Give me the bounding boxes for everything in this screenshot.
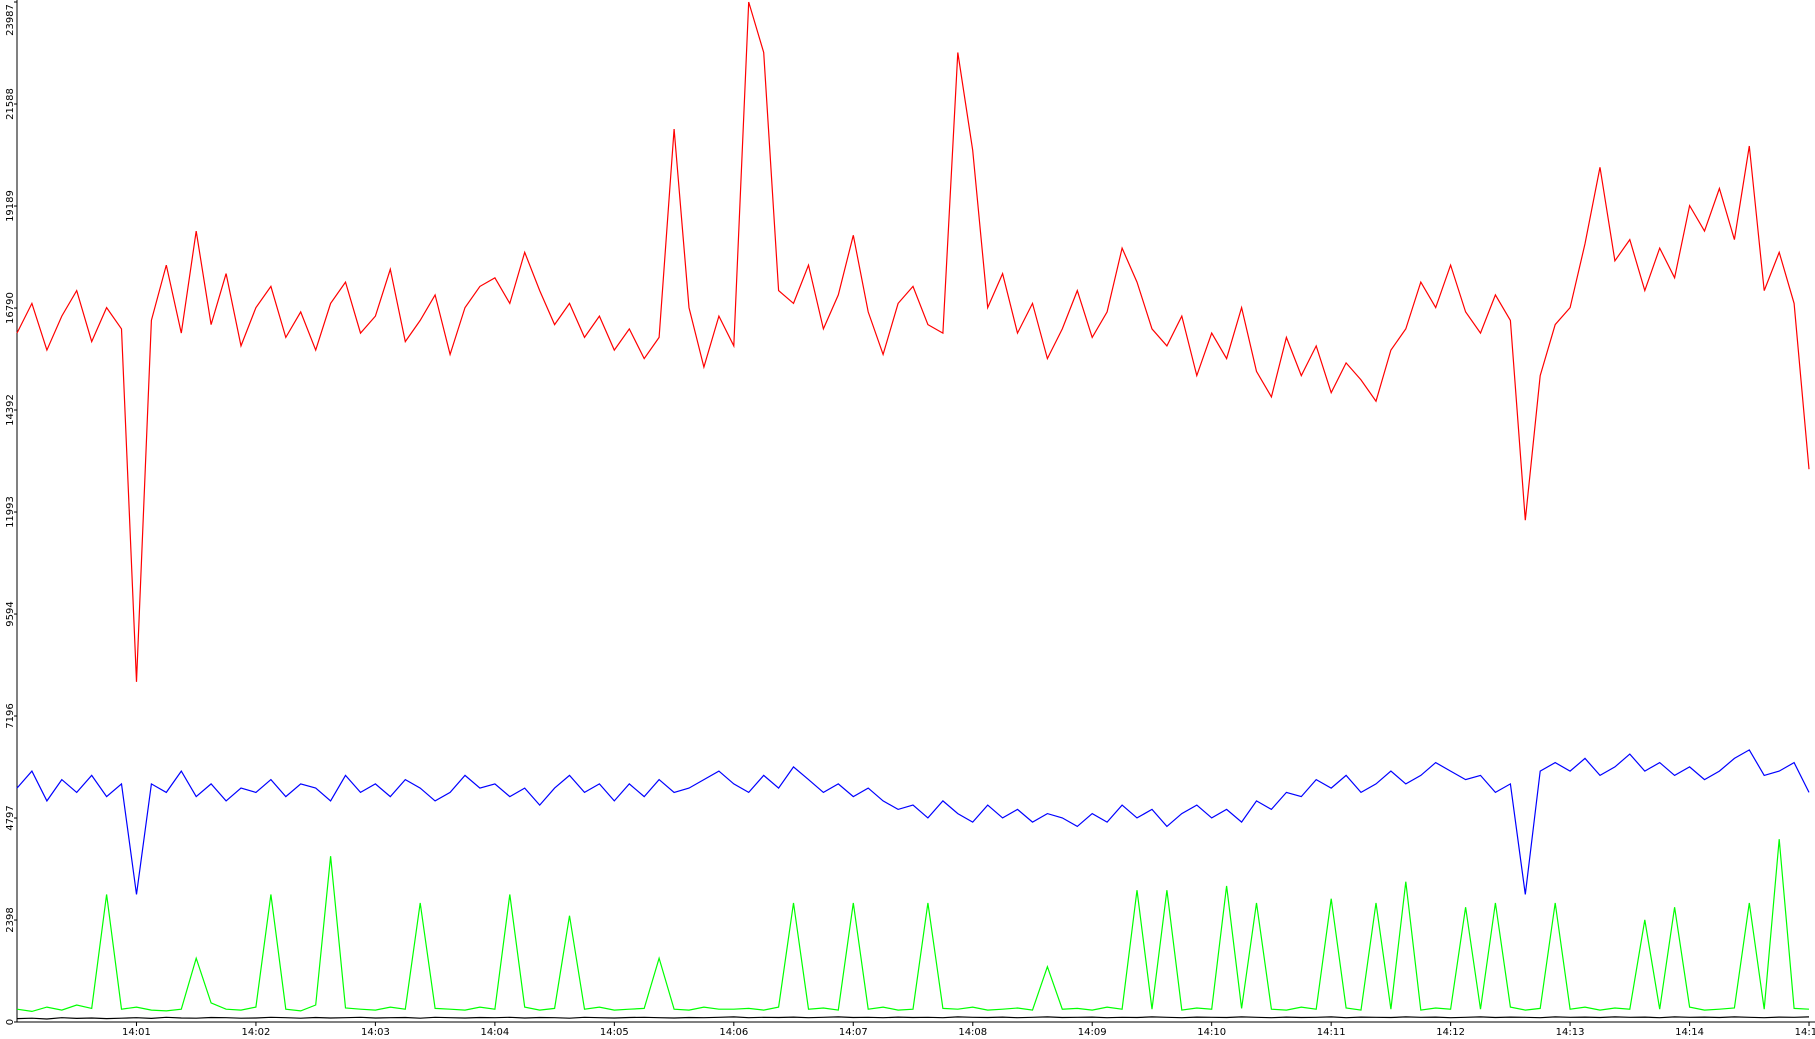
x-tick-label: 14:12 [1436, 1027, 1465, 1038]
x-tick-label: 14:05 [600, 1027, 629, 1038]
x-tick-label: 14:09 [1078, 1027, 1107, 1038]
y-tick-label: 4797 [5, 805, 16, 830]
x-tick-label: 14:13 [1556, 1027, 1585, 1038]
x-tick-label: 14:10 [1197, 1027, 1226, 1038]
x-tick-label: 14:15 [1795, 1027, 1815, 1038]
y-tick-label: 9594 [5, 601, 16, 626]
y-tick-label: 0 [5, 1019, 16, 1025]
x-tick-label: 14:06 [719, 1027, 748, 1038]
y-tick-label: 11993 [5, 496, 16, 528]
y-tick-label: 2398 [5, 907, 16, 932]
y-tick-label: 23987 [5, 4, 16, 36]
series-line [16, 1, 1810, 682]
x-tick-label: 14:14 [1675, 1027, 1704, 1038]
x-tick-label: 14:11 [1317, 1027, 1346, 1038]
x-tick-label: 14:01 [122, 1027, 151, 1038]
x-tick-label: 14:08 [958, 1027, 987, 1038]
series-line [16, 839, 1810, 1013]
x-tick-label: 14:07 [839, 1027, 868, 1038]
y-tick-label: 16790 [5, 292, 16, 324]
y-tick-label: 21588 [5, 88, 16, 120]
x-tick-label: 14:03 [361, 1027, 390, 1038]
x-tick-label: 14:04 [480, 1027, 509, 1038]
series-line [16, 749, 1810, 895]
y-tick-label: 19189 [5, 190, 16, 222]
x-tick-label: 14:02 [242, 1027, 271, 1038]
series-line [16, 1016, 1810, 1020]
y-tick-label: 7196 [5, 703, 16, 728]
y-tick-label: 14392 [5, 394, 16, 426]
